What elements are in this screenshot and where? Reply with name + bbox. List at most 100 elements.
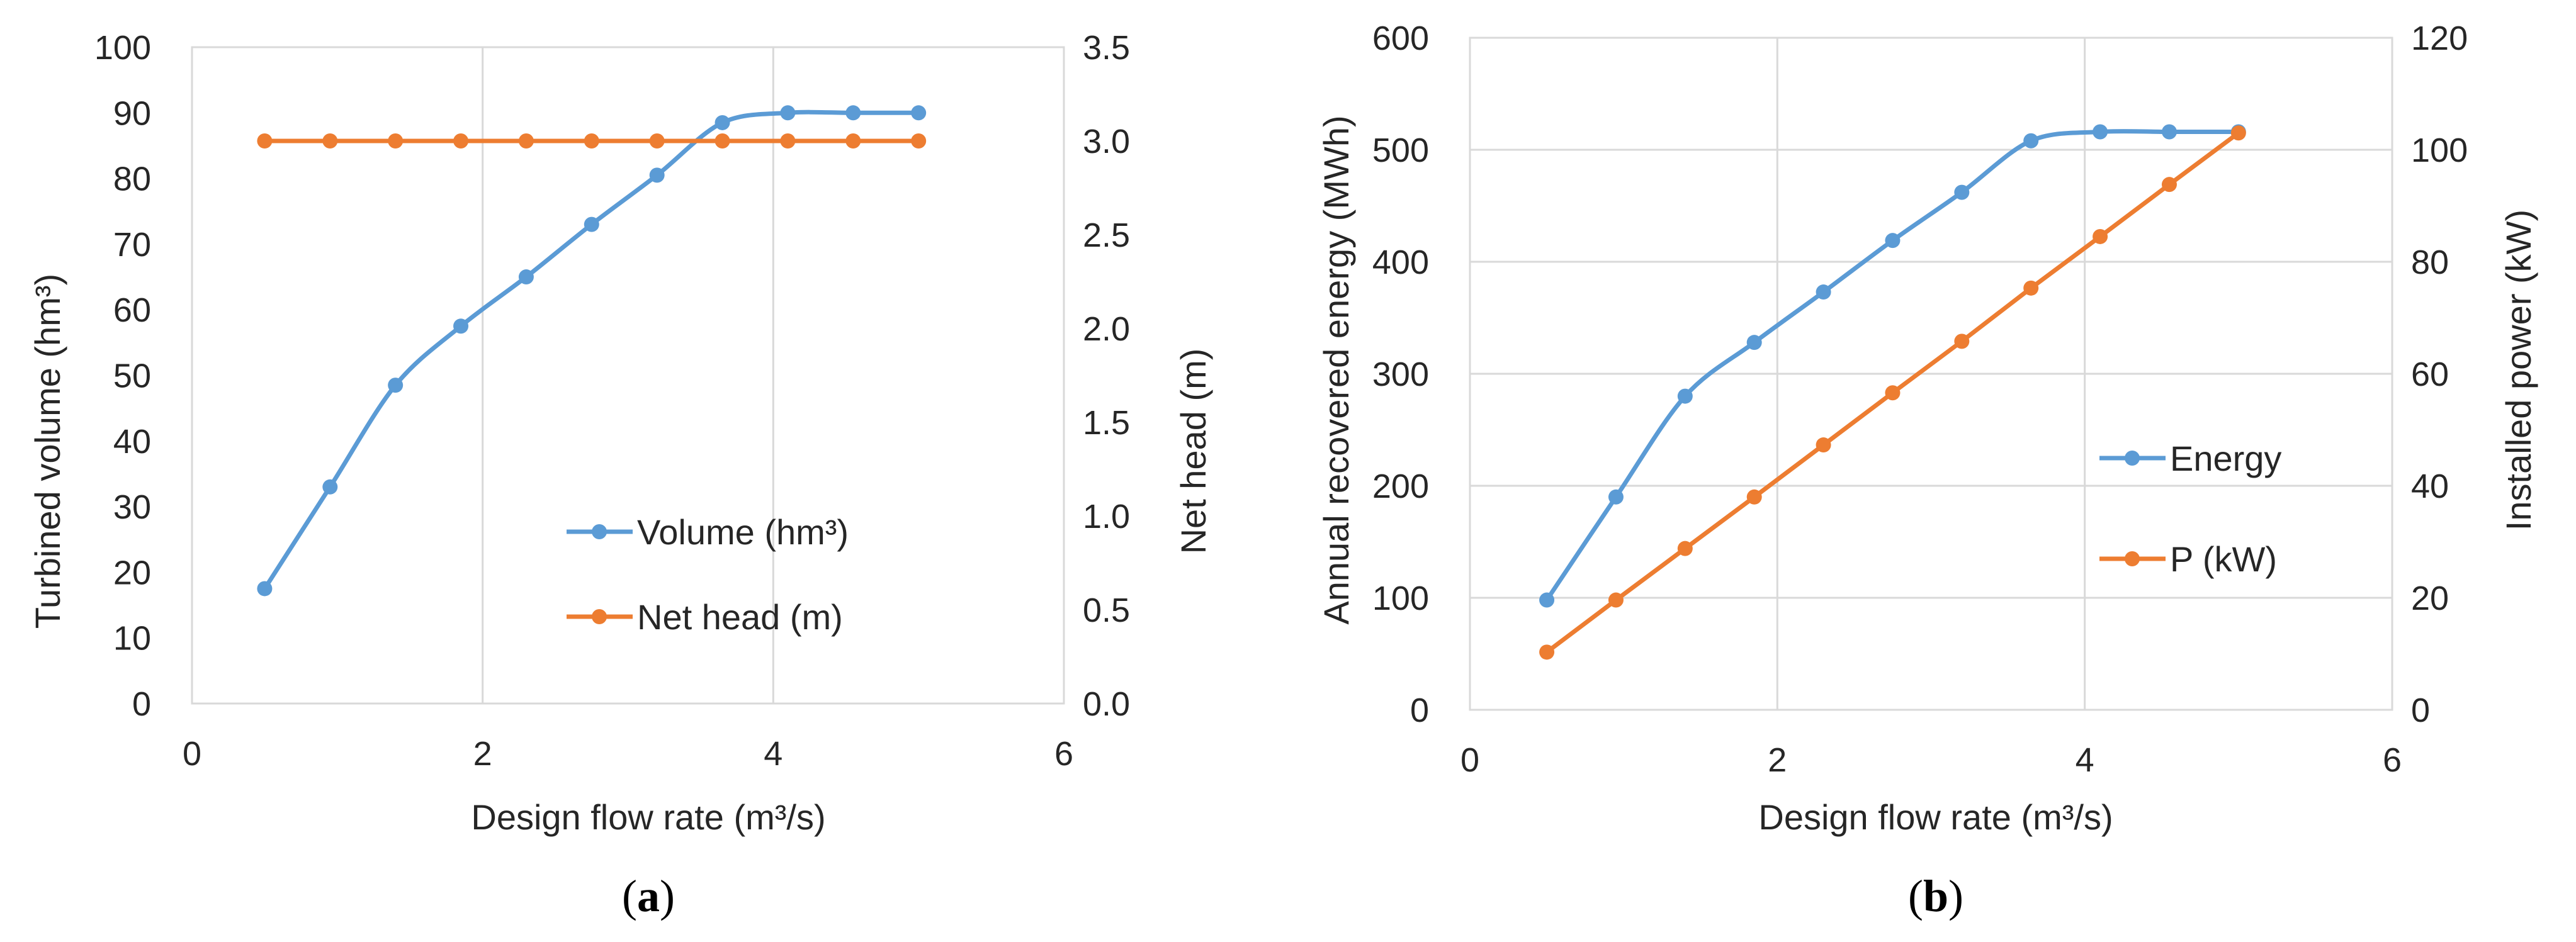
data-point	[1816, 284, 1831, 300]
data-point	[1885, 385, 1901, 401]
x-tick-label: 4	[2076, 741, 2094, 779]
x-tick-label: 2	[1768, 741, 1787, 779]
x-axis-title: Design flow rate (m³/s)	[1758, 797, 2113, 837]
data-point	[257, 133, 273, 149]
x-tick-label: 2	[473, 735, 492, 773]
y-right-tick-label: 0.5	[1083, 592, 1130, 629]
y-right-tick-label: 0	[2411, 692, 2430, 729]
panel-label-b: (b)	[1908, 871, 1963, 921]
series	[1539, 124, 2246, 660]
data-point	[649, 167, 665, 183]
data-point	[715, 115, 730, 130]
y-left-tick-label: 0	[1410, 692, 1429, 729]
y-left-tick-label: 200	[1372, 468, 1429, 505]
legend-item: Volume (hm³)	[567, 512, 849, 552]
data-point	[388, 133, 404, 149]
legend: Energy P (kW)	[2099, 439, 2281, 579]
legend-swatch-marker	[592, 609, 607, 624]
y-right-tick-label: 40	[2411, 468, 2449, 505]
y-right-tick-label: 100	[2411, 132, 2468, 169]
legend-swatch-marker	[2125, 451, 2140, 466]
x-tick-label: 6	[2383, 741, 2402, 779]
legend-item: P (kW)	[2099, 539, 2277, 579]
y-left-tick-label: 10	[113, 620, 151, 658]
y-right-tick-label: 0.0	[1083, 685, 1130, 723]
data-point	[1539, 644, 1555, 660]
y-left-tick-label: 50	[113, 357, 151, 395]
plot-frame	[1469, 36, 2393, 711]
y-right-tick-label: 1.5	[1083, 404, 1130, 442]
y-left-tick-label: 70	[113, 226, 151, 264]
y-left-tick-label: 300	[1372, 356, 1429, 393]
data-point	[388, 378, 404, 393]
data-point	[2023, 133, 2039, 149]
series-line-primary	[1545, 129, 2239, 602]
legend-swatch-marker	[592, 524, 607, 539]
plot-area-border	[191, 46, 1065, 705]
panel-label-a: (a)	[622, 871, 675, 921]
legend-label: Energy	[2170, 439, 2281, 478]
data-point	[453, 133, 469, 149]
y-left-tick-label: 500	[1372, 132, 1429, 169]
data-point	[911, 105, 927, 121]
y-left-tick-label: 100	[1372, 580, 1429, 617]
x-tick-label: 0	[183, 735, 201, 773]
data-point	[1608, 489, 1624, 505]
y-right-tick-label: 2.5	[1083, 216, 1130, 254]
data-point	[2161, 124, 2177, 140]
chart-panel-a: 0 2 4 601020304050607080901000.00.51.01.52.…	[28, 29, 1213, 921]
y-right-tick-label: 1.0	[1083, 498, 1130, 535]
data-point	[2023, 280, 2039, 296]
data-point	[1608, 592, 1624, 608]
data-point	[845, 133, 861, 149]
tick-labels: 0 2 4 601020304050607080901000.00.51.01.52.…	[94, 29, 1130, 773]
legend: Volume (hm³) Net head (m)	[567, 512, 849, 637]
plot-area-border	[1469, 36, 2393, 711]
x-tick-label: 0	[1460, 741, 1479, 779]
data-point	[2093, 124, 2108, 140]
data-point	[322, 479, 338, 495]
legend-swatch-marker	[2125, 551, 2140, 566]
data-point	[584, 133, 599, 149]
data-point	[1816, 437, 1831, 453]
x-tick-label: 6	[1054, 735, 1073, 773]
legend-label: Volume (hm³)	[637, 512, 849, 552]
data-point	[584, 216, 599, 232]
y-left-tick-label: 100	[94, 29, 151, 67]
data-point	[1539, 592, 1555, 608]
y-axis-title-left: Annual recovered energy (MWh)	[1316, 115, 1356, 624]
data-point	[1677, 541, 1693, 556]
y-right-tick-label: 3.0	[1083, 123, 1130, 160]
data-point	[780, 105, 796, 121]
plot-frame	[191, 46, 1065, 705]
data-point	[453, 318, 469, 334]
y-left-tick-label: 40	[113, 423, 151, 461]
y-left-tick-label: 80	[113, 160, 151, 198]
y-right-tick-label: 80	[2411, 244, 2449, 281]
data-point	[1677, 388, 1693, 404]
data-point	[2093, 228, 2108, 244]
y-left-tick-label: 400	[1372, 244, 1429, 281]
data-point	[911, 133, 927, 149]
data-point	[322, 133, 338, 149]
y-right-tick-label: 60	[2411, 356, 2449, 393]
data-point	[1954, 184, 1970, 200]
legend-label: P (kW)	[2170, 539, 2277, 579]
data-point	[715, 133, 730, 149]
data-point	[1885, 233, 1901, 249]
y-left-tick-label: 60	[113, 291, 151, 329]
y-left-tick-label: 30	[113, 488, 151, 526]
panel-letter-b: b	[1923, 871, 1948, 921]
data-point	[1746, 489, 1762, 505]
x-axis-title: Design flow rate (m³/s)	[471, 797, 825, 837]
data-point	[1746, 335, 1762, 350]
legend-item: Net head (m)	[567, 597, 843, 637]
data-point	[2161, 177, 2177, 193]
y-left-tick-label: 0	[132, 685, 151, 723]
series-line-primary	[263, 109, 919, 590]
data-point	[2230, 125, 2246, 141]
y-left-tick-label: 20	[113, 554, 151, 592]
